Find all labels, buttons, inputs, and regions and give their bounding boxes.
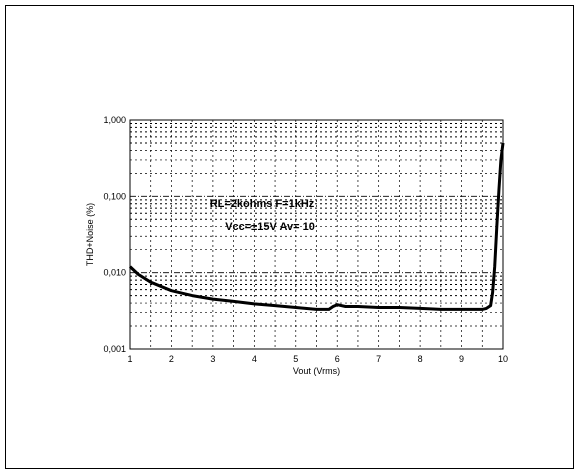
- x-tick-label: 9: [459, 354, 464, 364]
- x-tick-label: 6: [335, 354, 340, 364]
- chart-annotation: Vcc=±15V Av= 10: [225, 221, 315, 233]
- tick-labels: 1 2 3 4 5 6 7 8 9 10 0,001 0,010 0,100 1,000: [103, 115, 508, 364]
- chart-annotation: RL=2kohms F=1kHz: [210, 198, 315, 210]
- x-tick-label: 5: [293, 354, 298, 364]
- grid-minor: [129, 120, 504, 349]
- x-tick-label: 3: [210, 354, 215, 364]
- x-tick-label: 1: [127, 354, 132, 364]
- y-tick-label: 1,000: [103, 115, 126, 125]
- chart-svg: 1 2 3 4 5 6 7 8 9 10 0,001 0,010 0,100 1,000 RL=2kohm…: [85, 115, 508, 376]
- x-tick-label: 2: [169, 354, 174, 364]
- plot-area: [129, 119, 504, 350]
- annotations: RL=2kohms F=1kHz Vcc=±15V Av= 10: [210, 198, 315, 233]
- y-tick-label: 0,100: [103, 191, 126, 201]
- x-tick-label: 10: [498, 354, 508, 364]
- series-line: [128, 142, 505, 311]
- x-tick-label: 7: [376, 354, 381, 364]
- y-tick-label: 0,001: [103, 344, 126, 354]
- chart-frame: 1 2 3 4 5 6 7 8 9 10 0,001 0,010 0,100 1,000 RL=2kohm…: [5, 5, 574, 469]
- x-tick-label: 8: [418, 354, 423, 364]
- x-tick-label: 4: [252, 354, 257, 364]
- y-tick-label: 0,010: [103, 268, 126, 278]
- x-axis-label: Vout (Vrms): [293, 366, 340, 376]
- y-axis-label: THD+Noise (%): [85, 203, 95, 266]
